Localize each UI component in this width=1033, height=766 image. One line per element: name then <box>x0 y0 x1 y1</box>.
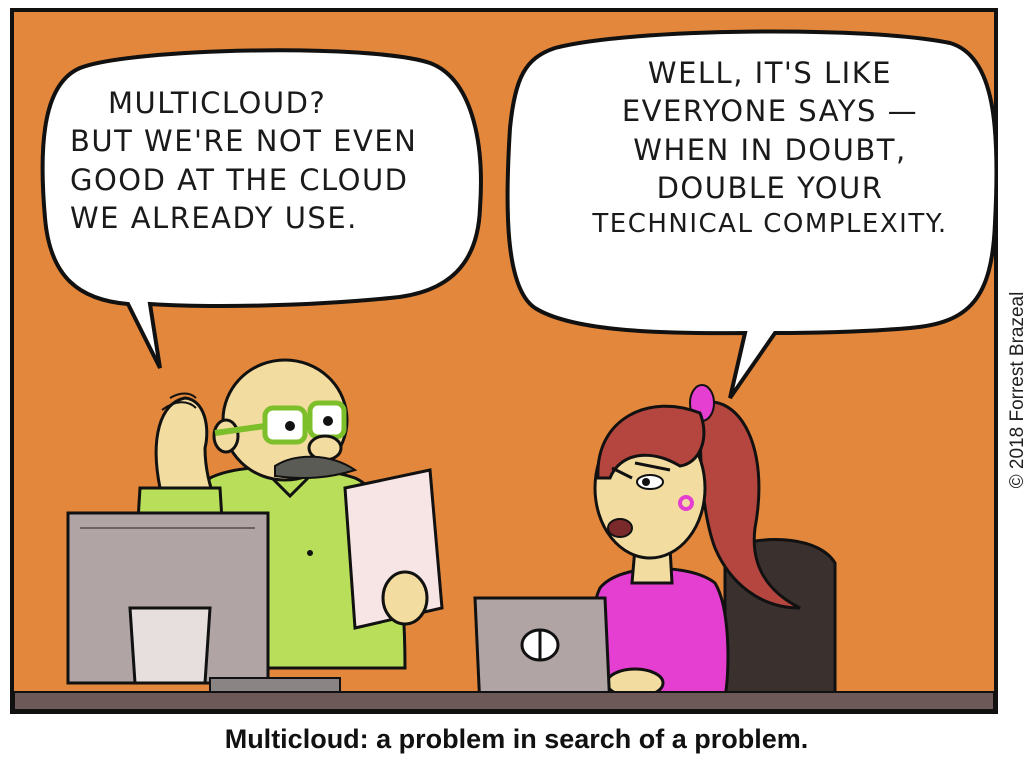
right-bubble-line: TECHNICAL COMPLEXITY. <box>592 209 948 240</box>
right-bubble-line: WELL, IT'S LIKE <box>647 56 893 90</box>
left-bubble-text: MULTICLOUD? BUT WE'RE NOT EVEN GOOD AT T… <box>70 84 490 237</box>
left-bubble-line: WE ALREADY USE. <box>70 200 358 235</box>
right-bubble-line: DOUBLE YOUR <box>656 170 884 205</box>
copyright-text: © 2018 Forrest Brazeal <box>1007 291 1028 489</box>
desktop-monitor <box>66 511 341 693</box>
comic-panel: MULTICLOUD? BUT WE'RE NOT EVEN GOOD AT T… <box>10 8 998 714</box>
desk <box>13 691 995 711</box>
right-bubble-line: WHEN IN DOUBT, <box>633 132 907 167</box>
right-bubble-text: WELL, IT'S LIKE EVERYONE SAYS — WHEN IN … <box>550 54 990 241</box>
right-speech-bubble <box>505 29 998 400</box>
left-bubble-line: MULTICLOUD? <box>108 86 327 120</box>
woman-character <box>590 384 837 700</box>
laptop <box>473 596 612 710</box>
left-speech-bubble <box>40 48 483 369</box>
right-bubble-line: EVERYONE SAYS — <box>621 94 919 129</box>
left-bubble-line: GOOD AT THE CLOUD <box>70 162 409 197</box>
left-bubble-line: BUT WE'RE NOT EVEN <box>70 124 418 159</box>
copyright-credit: © 2018 Forrest Brazeal <box>1004 180 1032 600</box>
comic-illustration <box>10 8 998 714</box>
comic-caption: Multicloud: a problem in search of a pro… <box>224 724 809 754</box>
